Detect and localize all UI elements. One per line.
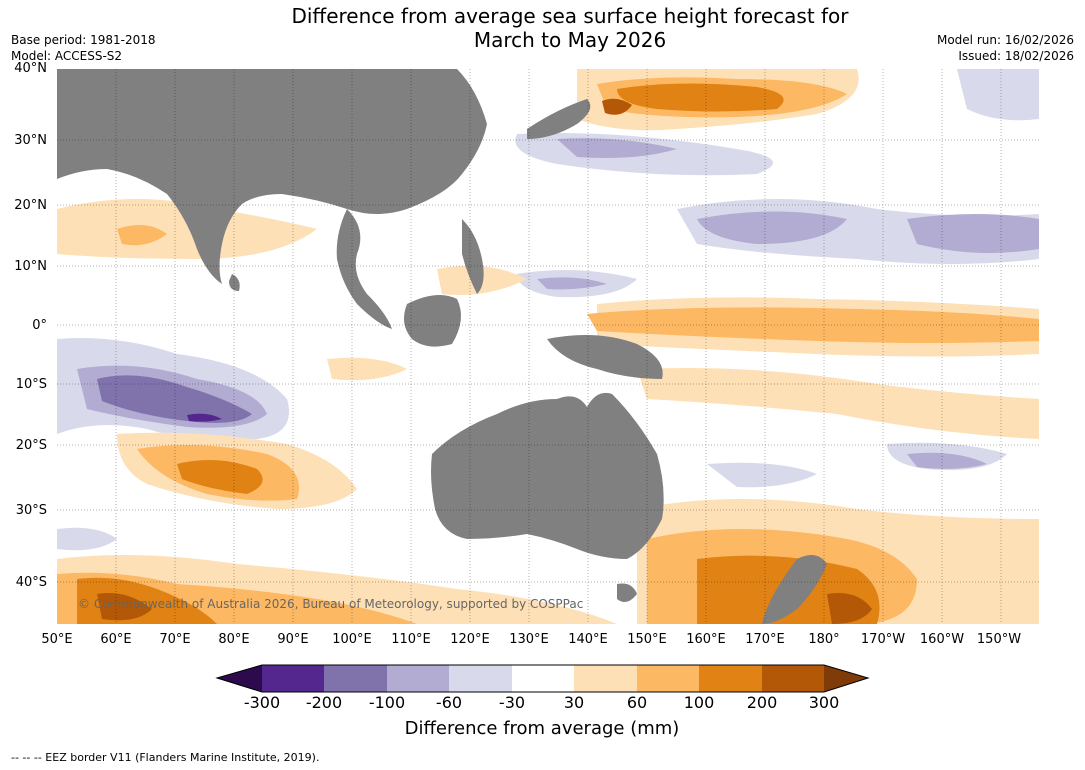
asia-land bbox=[57, 69, 487, 284]
australia-land bbox=[431, 392, 664, 559]
eez-legend: -- -- -- EEZ border V11 (Flanders Marine… bbox=[11, 751, 320, 764]
lon-label-90e: 90°E bbox=[277, 632, 309, 647]
lon-label-140e: 140°E bbox=[568, 632, 608, 647]
lat-label-30n: 30°N bbox=[14, 133, 47, 148]
sri-lanka-land bbox=[229, 274, 240, 291]
lat-label-20s: 20°S bbox=[15, 438, 47, 453]
lon-label-180: 180° bbox=[808, 632, 840, 647]
borneo-land bbox=[403, 295, 461, 347]
lon-label-170w: 170°W bbox=[860, 632, 906, 647]
colorbar-segment-4 bbox=[449, 665, 512, 692]
lat-label-20n: 20°N bbox=[14, 198, 47, 213]
lon-label-80e: 80°E bbox=[218, 632, 250, 647]
sea-surface-height-map bbox=[57, 69, 1039, 624]
chart-title: Difference from average sea surface heig… bbox=[200, 4, 940, 52]
japan-land bbox=[527, 99, 591, 139]
colorbar-tick-minus-30: -30 bbox=[498, 693, 526, 712]
model-name: Model: ACCESS-S2 bbox=[11, 49, 123, 63]
colorbar-segment-3 bbox=[387, 665, 449, 692]
graticule bbox=[57, 69, 1039, 624]
tasmania-land bbox=[617, 583, 637, 603]
lon-label-50e: 50°E bbox=[41, 632, 73, 647]
lat-label-10s: 10°S bbox=[15, 377, 47, 392]
colorbar-tick-60: 60 bbox=[626, 693, 648, 712]
colorbar bbox=[215, 664, 870, 693]
title-line-2: March to May 2026 bbox=[473, 28, 667, 52]
lon-label-160e: 160°E bbox=[686, 632, 726, 647]
colorbar-segment-6 bbox=[574, 665, 637, 692]
lon-label-160w: 160°W bbox=[919, 632, 965, 647]
colorbar-max-arrow bbox=[824, 665, 868, 692]
lon-label-70e: 70°E bbox=[159, 632, 191, 647]
colorbar-segment-9 bbox=[762, 665, 824, 692]
colorbar-segment-7 bbox=[637, 665, 699, 692]
lat-label-30s: 30°S bbox=[15, 503, 47, 518]
colorbar-title: Difference from average (mm) bbox=[404, 718, 680, 739]
issued-date: Issued: 18/02/2026 bbox=[958, 49, 1074, 63]
meta-right: Model run: 16/02/2026 Issued: 18/02/2026 bbox=[937, 32, 1074, 64]
lon-label-170e: 170°E bbox=[745, 632, 785, 647]
new-guinea-land bbox=[547, 335, 663, 379]
colorbar-tick-300: 300 bbox=[808, 693, 840, 712]
lon-label-60e: 60°E bbox=[100, 632, 132, 647]
colorbar-tick-200: 200 bbox=[746, 693, 778, 712]
lat-label-0: 0° bbox=[32, 318, 47, 333]
base-period: Base period: 1981-2018 bbox=[11, 33, 156, 47]
colorbar-tick-minus-200: -200 bbox=[305, 693, 343, 712]
lat-label-40n: 40°N bbox=[14, 61, 47, 76]
indochina-land bbox=[336, 209, 392, 329]
lon-label-130e: 130°E bbox=[509, 632, 549, 647]
meta-left: Base period: 1981-2018 Model: ACCESS-S2 bbox=[11, 32, 156, 64]
lat-label-40s: 40°S bbox=[15, 575, 47, 590]
lon-label-120e: 120°E bbox=[450, 632, 490, 647]
colorbar-tick-minus-100: -100 bbox=[368, 693, 406, 712]
lon-label-150e: 150°E bbox=[627, 632, 667, 647]
title-line-1: Difference from average sea surface heig… bbox=[291, 4, 849, 28]
colorbar-tick-30: 30 bbox=[563, 693, 585, 712]
colorbar-segment-2 bbox=[324, 665, 387, 692]
colorbar-tick-100: 100 bbox=[683, 693, 715, 712]
colorbar-segment-5 bbox=[512, 665, 574, 692]
colorbar-tick-minus-60: -60 bbox=[435, 693, 463, 712]
colorbar-segment-1 bbox=[262, 665, 324, 692]
model-run: Model run: 16/02/2026 bbox=[936, 33, 1074, 47]
lon-label-100e: 100°E bbox=[332, 632, 372, 647]
colorbar-outline bbox=[215, 664, 870, 693]
new-zealand-land bbox=[762, 555, 827, 624]
philippines-land bbox=[462, 219, 484, 294]
land-masses bbox=[57, 69, 827, 624]
lon-label-150w: 150°W bbox=[976, 632, 1022, 647]
lat-label-10n: 10°N bbox=[14, 259, 47, 274]
copyright-notice: © Commonwealth of Australia 2026, Bureau… bbox=[78, 597, 584, 611]
colorbar-min-arrow bbox=[217, 665, 262, 692]
colorbar-segment-8 bbox=[699, 665, 762, 692]
colorbar-tick-minus-300: -300 bbox=[243, 693, 281, 712]
positive-anomaly-patches bbox=[57, 69, 1039, 624]
lon-label-110e: 110°E bbox=[391, 632, 431, 647]
